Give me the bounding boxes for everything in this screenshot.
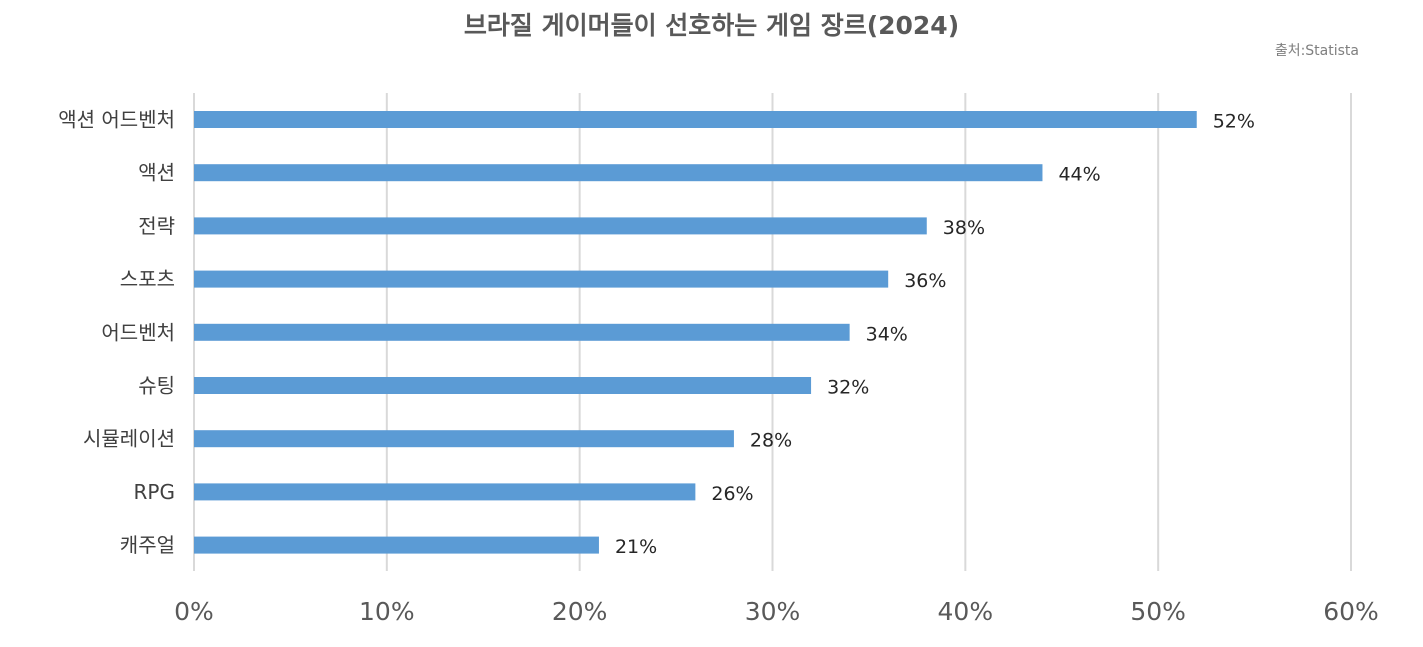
data-label: 52%	[1213, 111, 1255, 133]
bar	[194, 217, 927, 235]
chart-title: 브라질 게이머들이 선호하는 게임 장르(2024)	[463, 11, 960, 40]
x-tick-label: 10%	[359, 597, 415, 626]
data-label: 36%	[904, 270, 946, 292]
category-label: 시뮬레이션	[83, 427, 175, 451]
bar	[194, 270, 889, 288]
data-label: 28%	[750, 430, 792, 452]
category-label: 슈팅	[138, 374, 175, 398]
category-label: 액션 어드벤처	[58, 108, 175, 132]
x-tick-label: 0%	[174, 597, 214, 626]
data-label: 21%	[615, 536, 657, 558]
bar	[194, 111, 1197, 128]
data-label: 34%	[866, 323, 908, 345]
category-label: 액션	[138, 161, 175, 185]
category-label: 캐주얼	[120, 533, 175, 557]
data-label: 38%	[943, 217, 985, 239]
x-tick-label: 30%	[745, 597, 801, 626]
category-label: RPG	[134, 480, 175, 504]
bar	[194, 483, 696, 501]
category-label: 전략	[138, 214, 175, 238]
bar	[194, 323, 850, 341]
x-tick-label: 50%	[1130, 597, 1186, 626]
value-labels: 52% 44% 38% 36% 34% 32% 28% 26% 21%	[615, 111, 1255, 559]
x-tick-label: 20%	[552, 597, 608, 626]
bar	[194, 430, 734, 448]
category-label: 어드벤처	[101, 320, 175, 344]
x-tick-label: 60%	[1323, 597, 1379, 626]
x-axis-tick-labels: 0% 10% 20% 30% 40% 50% 60%	[174, 597, 1379, 626]
bar	[194, 536, 599, 554]
bars	[194, 111, 1197, 554]
x-tick-label: 40%	[938, 597, 994, 626]
bar	[194, 377, 812, 394]
data-label: 26%	[711, 483, 753, 505]
chart-source: 출처:Statista	[1274, 43, 1359, 59]
data-label: 44%	[1058, 164, 1100, 186]
category-label: 스포츠	[120, 267, 175, 291]
data-label: 32%	[827, 377, 869, 399]
bar	[194, 164, 1043, 182]
